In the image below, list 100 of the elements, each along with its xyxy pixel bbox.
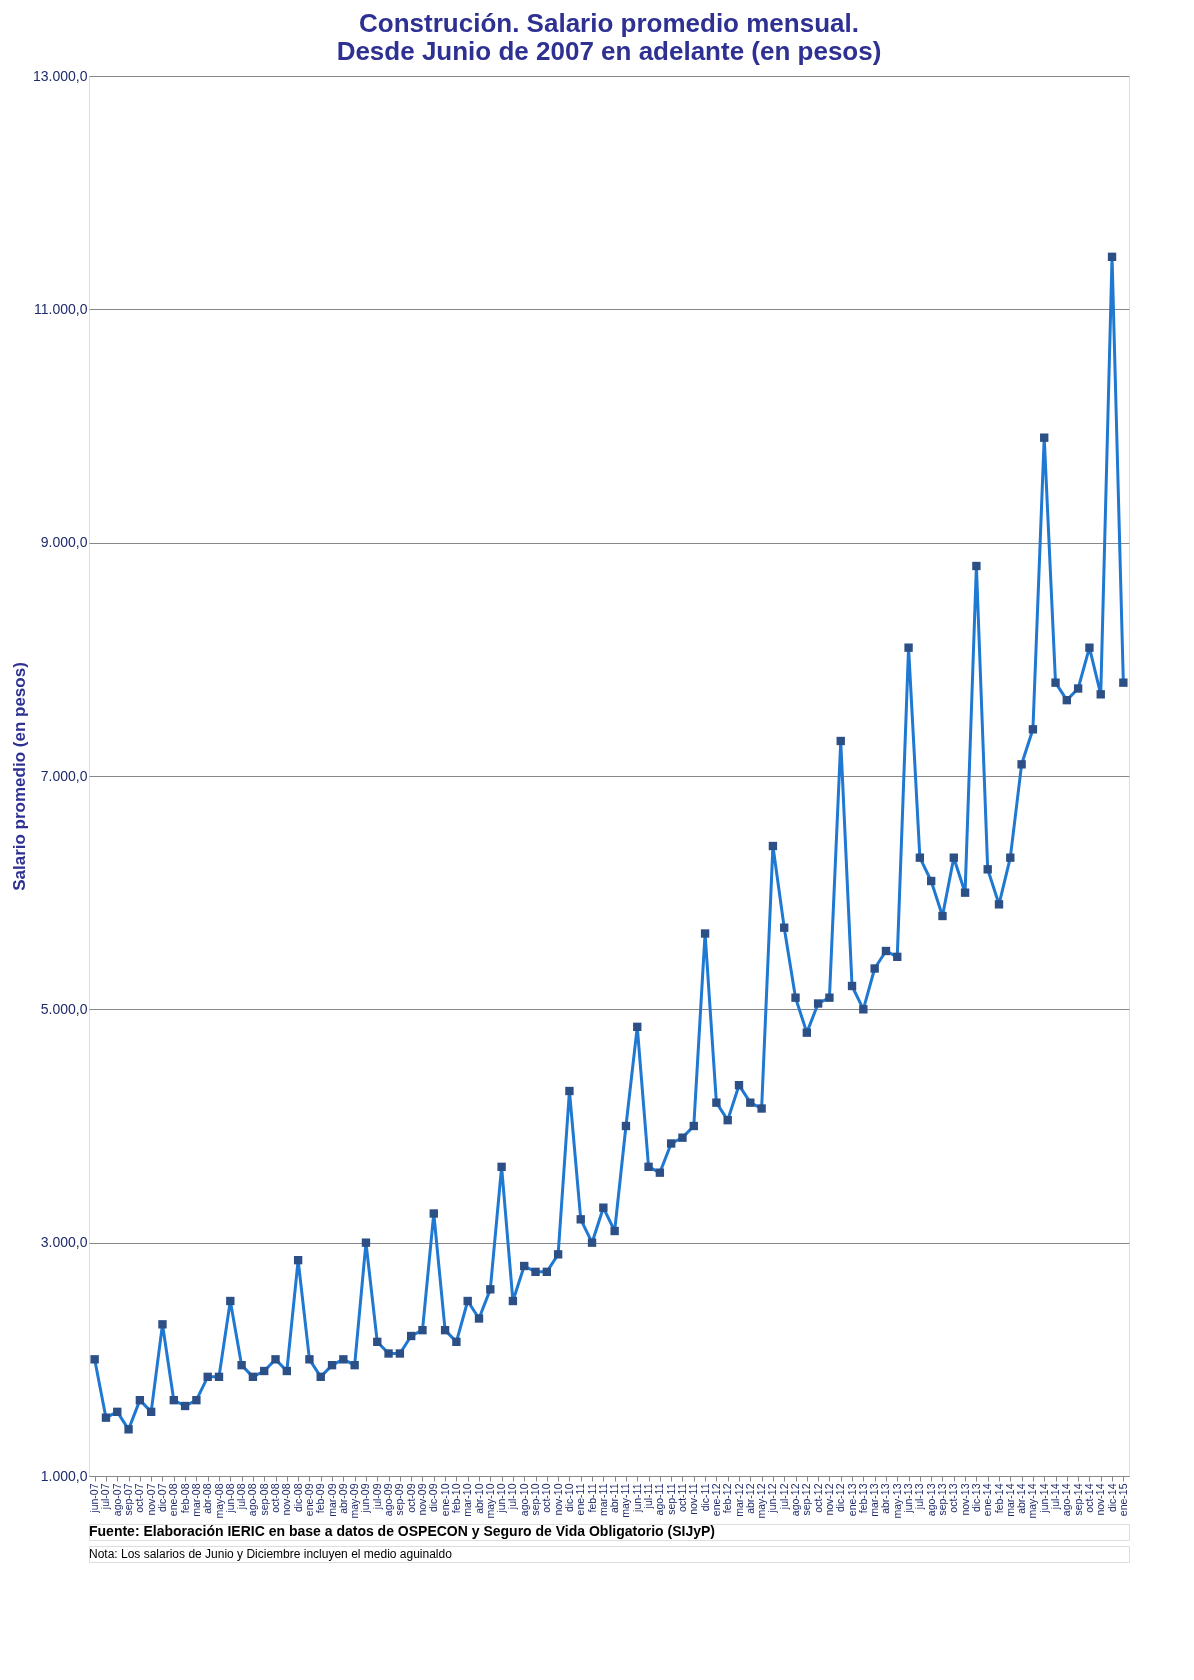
x-tick-label: mar-11 [596,1483,609,1516]
x-tick-label: abr-13 [879,1483,892,1514]
x-tick-label: mar-09 [325,1483,338,1517]
x-tick-label: jun-13 [902,1483,915,1514]
x-tick-label: ene-13 [845,1483,858,1517]
x-tick-label: ene-10 [438,1483,451,1517]
x-tick-label: ago-08 [246,1483,259,1517]
x-tick-label: feb-10 [449,1483,462,1514]
x-tick-label: sep-08 [257,1483,270,1516]
x-tick-label: jul-12 [777,1483,790,1511]
x-tick-label: dic-14 [1105,1483,1118,1513]
x-tick-label: ago-07 [110,1483,123,1517]
x-tick-label: dic-08 [291,1483,304,1513]
x-tick-label: abr-11 [608,1483,621,1514]
x-tick-label: ene-15 [1116,1483,1129,1517]
x-tick-label: jun-07 [88,1483,101,1514]
x-tick-label: abr-14 [1015,1483,1028,1514]
x-tick-label: nov-13 [958,1483,971,1516]
x-tick-label: sep-11 [664,1483,677,1515]
x-tick-label: jul-14 [1049,1483,1062,1511]
x-tick-label: may-12 [755,1483,768,1519]
x-tick-label: may-09 [348,1483,361,1519]
x-tick-label: jul-11 [642,1483,655,1510]
x-tick-label: ene-11 [574,1483,587,1516]
x-tick-label: dic-13 [969,1483,982,1513]
x-tick-label: jun-10 [495,1483,508,1514]
x-tick-label: dic-12 [834,1483,847,1513]
x-tick-label: oct-12 [811,1483,824,1513]
x-tick-label: jul-09 [370,1483,383,1511]
x-tick-label: jun-11 [630,1483,643,1513]
x-tick-label: sep-10 [529,1483,542,1516]
x-tick-label: ago-10 [517,1483,530,1517]
x-tick-label: jul-10 [506,1483,519,1511]
y-tick-label: 3.000,0 [40,1234,88,1251]
x-tick-label: abr-08 [201,1483,214,1514]
x-tick-label: oct-13 [947,1483,960,1513]
y-tick-label: 13.000,0 [33,67,88,84]
x-tick-label: dic-10 [562,1483,575,1513]
x-tick-label: abr-12 [743,1483,756,1514]
x-tick-label: dic-07 [155,1483,168,1513]
text: Desde Junio de 2007 en adelante (en pesos) [336,36,882,66]
x-tick-label: nov-12 [822,1483,835,1516]
x-tick-label: ene-09 [302,1483,315,1517]
x-tick-label: jun-14 [1037,1483,1050,1514]
x-tick-label: ene-12 [709,1483,722,1517]
x-tick-label: ene-08 [167,1483,180,1517]
x-tick-label: nov-10 [551,1483,564,1516]
x-tick-label: sep-07 [122,1483,135,1516]
x-tick-label: sep-12 [800,1483,813,1516]
x-tick-label: feb-14 [992,1483,1005,1514]
x-tick-label: mar-14 [1003,1483,1016,1517]
x-tick-label: oct-14 [1082,1483,1095,1513]
x-tick-label: jun-12 [766,1483,779,1514]
x-tick-label: ago-12 [789,1483,802,1517]
x-tick-label: may-14 [1026,1483,1039,1519]
x-tick-label: jul-13 [913,1483,926,1511]
y-tick-label: 7.000,0 [40,767,88,784]
x-tick-label: nov-11 [687,1483,700,1515]
x-tick-label: nov-09 [415,1483,428,1516]
x-tick-label: mar-08 [189,1483,202,1517]
x-tick-label: feb-09 [314,1483,327,1514]
x-tick-label: jun-09 [359,1483,372,1514]
x-tick-label: oct-08 [269,1483,282,1513]
x-tick-label: feb-11 [585,1483,598,1513]
x-tick-label: sep-14 [1071,1483,1084,1516]
x-tick-label: dic-11 [698,1483,711,1512]
y-tick-label: 5.000,0 [40,1000,88,1017]
x-tick-label: oct-07 [133,1483,146,1513]
x-tick-label: may-11 [619,1483,632,1518]
x-tick-label: feb-13 [856,1483,869,1514]
y-tick-label: 1.000,0 [40,1467,88,1484]
x-tick-label: mar-13 [868,1483,881,1517]
source-note: Fuente: Elaboración IERIC en base a datos de OSPECON y Seguro de Vida Obligatorio (SIJyP) [89,1523,715,1539]
x-tick-label: jul-08 [235,1483,248,1511]
x-tick-label: ago-11 [653,1483,666,1516]
x-tick-label: may-10 [483,1483,496,1519]
x-tick-label: nov-14 [1094,1483,1107,1516]
x-tick-label: mar-12 [732,1483,745,1517]
x-tick-label: mar-10 [461,1483,474,1517]
x-tick-label: ago-13 [924,1483,937,1517]
x-tick-label: ago-09 [382,1483,395,1517]
x-tick-label: nov-07 [144,1483,157,1516]
x-tick-label: may-13 [890,1483,903,1519]
x-tick-label: may-08 [212,1483,225,1519]
x-tick-label: jul-07 [99,1483,112,1511]
y-tick-label: 9.000,0 [40,534,88,551]
y-axis-title: Salario promedio (en pesos) [10,662,29,891]
x-tick-label: oct-11 [675,1483,688,1512]
x-tick-label: abr-09 [336,1483,349,1514]
x-tick-label: feb-08 [178,1483,191,1514]
text: Nota: Los salarios de Junio y Diciembre incluyen el medio aguinaldo [89,1547,453,1561]
x-tick-label: oct-09 [404,1483,417,1513]
x-tick-label: abr-10 [472,1483,485,1514]
x-tick-label: sep-09 [393,1483,406,1516]
x-tick-label: ene-14 [981,1483,994,1517]
y-tick-label: 11.000,0 [34,300,88,317]
x-tick-label: nov-08 [280,1483,293,1516]
x-tick-label: oct-10 [540,1483,553,1513]
x-tick-label: feb-12 [721,1483,734,1514]
text: Construción. Salario promedio mensual. [359,8,859,38]
